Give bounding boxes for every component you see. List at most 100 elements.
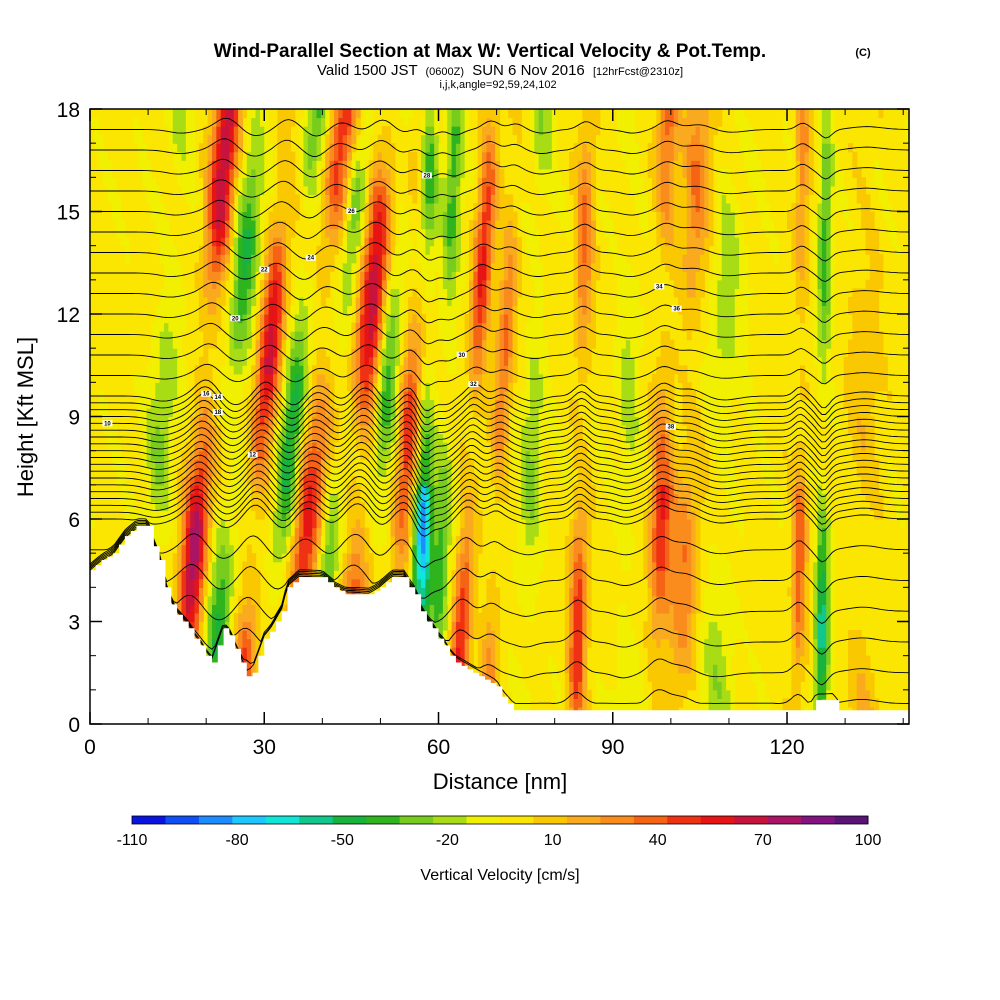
theta-contour-line	[90, 413, 909, 446]
theta-contour-line	[90, 179, 909, 200]
theta-contour-line	[90, 427, 909, 460]
theta-contour-line	[90, 434, 909, 467]
colorbar-swatch	[734, 816, 769, 824]
theta-contour-line	[90, 519, 909, 568]
y-tick-label: 3	[68, 612, 80, 635]
colorbar-swatch	[600, 816, 635, 824]
colorbar-swatch	[332, 816, 367, 824]
colorbar-swatch	[834, 816, 869, 824]
theta-contour-line	[90, 386, 909, 419]
colorbar-tick-label: -50	[331, 832, 354, 849]
x-axis-label: Distance [nm]	[433, 769, 568, 794]
theta-contour-line	[90, 379, 909, 412]
theta-contour-line	[90, 117, 909, 139]
y-tick-label: 18	[57, 99, 80, 122]
theta-contour-label: 28	[421, 172, 432, 179]
colorbar-swatch	[801, 816, 836, 824]
y-tick-label: 6	[68, 509, 80, 532]
theta-contour-line	[90, 526, 909, 686]
theta-contour-label: 22	[259, 266, 270, 274]
theta-contour-line	[90, 523, 909, 625]
chart-subtitle: Valid 1500 JST (0600Z) SUN 6 Nov 2016 [1…	[317, 62, 683, 79]
chart-subtitle-indices: i,j,k,angle=92,59,24,102	[439, 79, 556, 91]
theta-contour-line	[90, 343, 909, 366]
theta-contour-line	[90, 447, 909, 482]
theta-contour-line	[90, 488, 909, 523]
theta-contour-line	[90, 302, 909, 324]
colorbar-tick-label: 100	[855, 832, 882, 849]
colorbar-swatch	[633, 816, 668, 824]
x-tick-label: 30	[253, 736, 276, 759]
x-tick-label: 90	[601, 736, 624, 759]
y-tick-label: 9	[68, 407, 80, 430]
colorbar-tick-label: 70	[754, 832, 772, 849]
theta-contour-line	[90, 199, 909, 221]
colorbar-swatch	[165, 816, 200, 824]
colorbar-tick-label: -80	[226, 832, 249, 849]
theta-contour-label: 38	[665, 423, 676, 431]
colorbar-swatch	[566, 816, 601, 824]
theta-contour-line	[90, 138, 909, 159]
theta-contour-label: 16	[201, 390, 212, 398]
theta-contour-line	[90, 393, 909, 426]
theta-contour-line	[90, 468, 909, 502]
theta-contour-label: 36	[671, 305, 682, 313]
colorbar-swatch	[466, 816, 501, 824]
colorbar-swatch	[533, 816, 568, 824]
theta-contour-label: 26	[346, 208, 357, 215]
title-mark: (C)	[855, 47, 871, 59]
colorbar-frame	[131, 815, 869, 825]
y-tick-label: 15	[57, 202, 80, 225]
theta-contour-line	[90, 240, 909, 262]
theta-contour-line	[90, 454, 909, 489]
colorbar-swatch	[198, 816, 233, 824]
terrain-mask	[90, 525, 909, 724]
theta-contour-line	[90, 220, 909, 241]
x-tick-label: 0	[84, 736, 96, 759]
theta-contour-line	[90, 524, 909, 655]
theta-contour-line	[90, 502, 909, 537]
y-tick-label: 0	[68, 714, 80, 737]
subtitle-forecast: [12hrFcst@2310z]	[593, 66, 683, 78]
colorbar-swatch	[700, 816, 735, 824]
y-axis-label: Height [Kft MSL]	[13, 337, 38, 497]
theta-contour-label: 18	[212, 409, 223, 416]
theta-contour-label: 20	[230, 315, 241, 322]
colorbar-swatch	[299, 816, 334, 824]
theta-contour-line	[90, 495, 909, 530]
colorbar-swatch	[500, 816, 534, 824]
theta-contour-label: 34	[654, 283, 665, 290]
theta-contour-line	[90, 521, 909, 599]
colorbar-swatch	[265, 816, 300, 824]
terrain-surface	[90, 525, 909, 724]
theta-contour-line	[90, 158, 909, 180]
theta-contour-line	[90, 406, 909, 439]
y-tick-label: 12	[57, 304, 80, 327]
vertical-velocity-field	[90, 109, 909, 724]
colorbar-swatch	[366, 816, 401, 824]
theta-contour-line	[90, 420, 909, 453]
theta-contour-line	[90, 281, 909, 303]
colorbar-tick-label: -20	[436, 832, 459, 849]
colorbar-swatch	[232, 816, 267, 824]
theta-contour-label: 10	[102, 420, 113, 427]
theta-contour-line	[90, 461, 909, 496]
chart-title: Wind-Parallel Section at Max W: Vertical…	[214, 41, 766, 62]
theta-contour-line	[90, 475, 909, 509]
subtitle-date: SUN 6 Nov 2016	[472, 62, 585, 79]
colorbar-swatch	[433, 816, 468, 824]
theta-contour-label: 14	[212, 394, 223, 401]
theta-contour-line	[90, 261, 909, 282]
subtitle-valid: Valid 1500 JST	[317, 62, 417, 79]
subtitle-utc: (0600Z)	[426, 66, 465, 78]
colorbar-tick-label: -110	[117, 832, 148, 849]
theta-contour-line	[90, 399, 909, 433]
theta-contour-line	[90, 322, 909, 345]
colorbar-tick-label: 40	[649, 832, 667, 849]
x-tick-label: 60	[427, 736, 450, 759]
theta-contour-label: 24	[305, 254, 316, 262]
theta-contour-label: 12	[247, 451, 258, 459]
theta-contour-line	[90, 440, 909, 475]
